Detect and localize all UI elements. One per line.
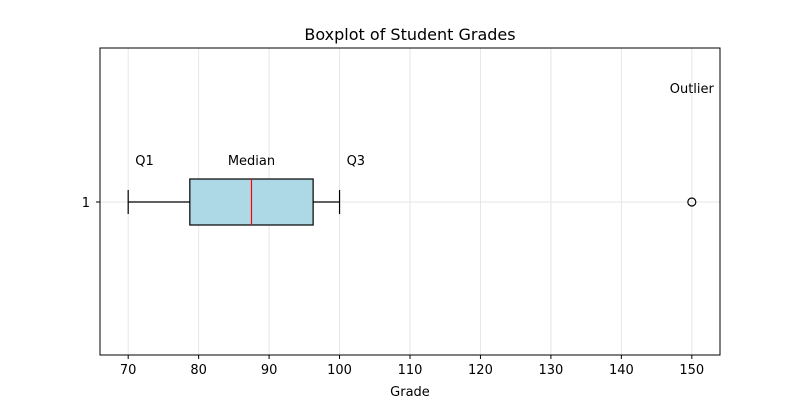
x-axis-ticks: 70 80 90 100 110 120 130 140 150 [120,355,704,378]
x-tick-label: 110 [398,363,423,378]
x-tick-label: 120 [468,363,493,378]
y-tick-label: 1 [82,196,90,211]
x-tick-label: 150 [679,363,704,378]
x-tick-label: 140 [609,363,634,378]
annotation-layer: Q1 Median Q3 Outlier [135,82,714,169]
annotation-label: Q3 [347,154,366,169]
annotation-label: Outlier [670,82,715,97]
annotation-label: Q1 [135,154,154,169]
x-tick-label: 70 [120,363,137,378]
grid-layer [100,48,720,355]
x-tick-label: 80 [190,363,207,378]
annotation-label: Median [228,154,275,169]
x-tick-label: 90 [261,363,278,378]
outlier-point [687,197,697,207]
x-axis-label: Grade [390,385,430,400]
x-tick-label: 100 [327,363,352,378]
y-axis-ticks: 1 [82,196,100,211]
box-layer [127,178,697,226]
chart-title: Boxplot of Student Grades [304,25,515,44]
x-tick-label: 130 [538,363,563,378]
